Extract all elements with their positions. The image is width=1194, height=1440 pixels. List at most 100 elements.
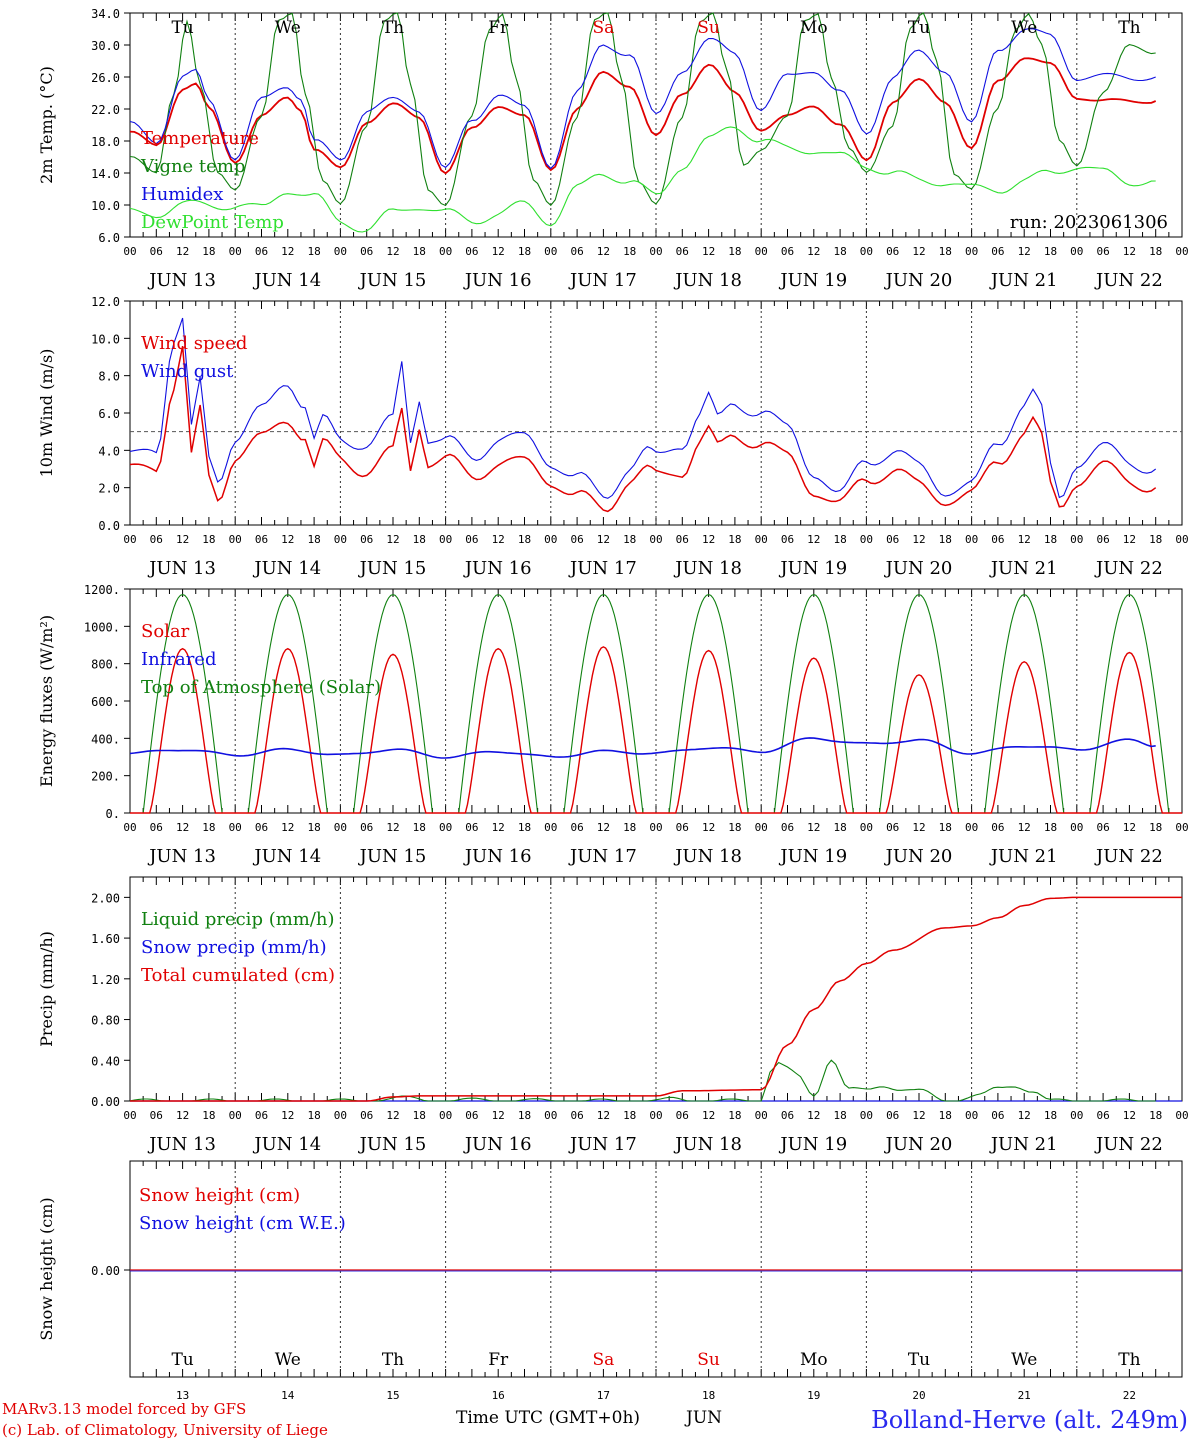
- y-tick-label: 0.00: [91, 1095, 120, 1109]
- y-tick-label: 1.20: [91, 973, 120, 987]
- x-hour-label: 18: [202, 533, 215, 546]
- y-axis-label: Snow height (cm): [37, 1197, 56, 1340]
- y-tick-label: 800.: [91, 658, 120, 672]
- y-tick-label: 600.: [91, 695, 120, 709]
- x-hour-label: 18: [1044, 821, 1057, 834]
- x-hour-label: 12: [807, 1109, 820, 1122]
- weekday-label-top: Fr: [488, 18, 509, 38]
- x-hour-label: 12: [702, 245, 715, 258]
- x-date-label: JUN 21: [989, 846, 1058, 867]
- x-hour-label: 00: [860, 245, 873, 258]
- x-hour-label: 06: [255, 1109, 268, 1122]
- x-hour-label: 12: [597, 1109, 610, 1122]
- y-tick-label: 6.0: [98, 407, 120, 421]
- x-date-label: JUN 16: [463, 558, 532, 579]
- x-hour-label: 12: [702, 533, 715, 546]
- x-hour-label: 18: [939, 533, 952, 546]
- x-hour-label: 00: [860, 1109, 873, 1122]
- x-date-label: JUN 14: [252, 558, 321, 579]
- x-hour-label: 00: [649, 245, 662, 258]
- x-hour-label: 12: [492, 533, 505, 546]
- x-date-label: JUN 20: [884, 558, 953, 579]
- series-dewpoint-temp: [129, 126, 1156, 233]
- x-hour-label: 18: [939, 1109, 952, 1122]
- x-hour-label: 00: [965, 821, 978, 834]
- y-axis-label: Precip (mm/h): [37, 931, 56, 1047]
- x-hour-label: 18: [413, 821, 426, 834]
- x-hour-label: 06: [465, 1109, 478, 1122]
- weekday-label-bottom: Fr: [488, 1350, 509, 1370]
- weekday-label-bottom: Sa: [593, 1350, 615, 1370]
- y-tick-label: 2.00: [91, 891, 120, 905]
- month-label: JUN: [684, 1408, 722, 1428]
- x-hour-label: 00: [649, 1109, 662, 1122]
- x-hour-label: 18: [1044, 533, 1057, 546]
- day-number-label: 18: [702, 1389, 715, 1402]
- x-hour-label: 06: [781, 533, 794, 546]
- legend-solar: Solar: [141, 621, 190, 642]
- x-date-label: JUN 13: [147, 270, 216, 291]
- y-axis-label: 2m Temp. (°C): [37, 66, 56, 184]
- x-hour-label: 00: [123, 821, 136, 834]
- x-hour-label: 06: [781, 1109, 794, 1122]
- x-hour-label: 00: [755, 533, 768, 546]
- x-date-label: JUN 16: [463, 270, 532, 291]
- weekday-label-top: Mo: [800, 18, 828, 38]
- x-date-label: JUN 22: [1094, 270, 1163, 291]
- x-date-label: JUN 19: [778, 558, 847, 579]
- x-hour-label: 00: [965, 533, 978, 546]
- x-hour-label: 18: [202, 821, 215, 834]
- y-tick-label: 22.0: [91, 103, 120, 117]
- x-hour-label: 06: [991, 821, 1004, 834]
- day-number-label: 17: [597, 1389, 610, 1402]
- x-date-label: JUN 18: [673, 558, 742, 579]
- legend-snow-height-cm: Snow height (cm): [139, 1185, 300, 1206]
- run-label: run: 2023061306: [1010, 212, 1168, 233]
- x-date-label: JUN 13: [147, 846, 216, 867]
- x-hour-label: 06: [991, 245, 1004, 258]
- y-axis-label: Energy fluxes (W/m²): [37, 615, 56, 787]
- x-hour-label: 18: [518, 533, 531, 546]
- x-hour-label: 06: [255, 533, 268, 546]
- x-hour-label: 00: [1070, 245, 1083, 258]
- x-hour-label: 12: [386, 533, 399, 546]
- x-hour-label: 00: [334, 245, 347, 258]
- x-hour-label: 00: [965, 245, 978, 258]
- y-tick-label: 0.80: [91, 1014, 120, 1028]
- x-hour-label: 18: [833, 821, 846, 834]
- weekday-label-top: Tu: [171, 18, 193, 38]
- x-hour-label: 18: [623, 533, 636, 546]
- x-hour-label: 18: [833, 245, 846, 258]
- x-hour-label: 12: [912, 533, 925, 546]
- x-hour-label: 06: [360, 533, 373, 546]
- x-hour-label: 00: [123, 245, 136, 258]
- x-hour-label: 18: [1149, 245, 1162, 258]
- x-hour-label: 00: [649, 533, 662, 546]
- x-hour-label: 18: [728, 1109, 741, 1122]
- x-hour-label: 06: [570, 245, 583, 258]
- x-hour-label: 12: [912, 245, 925, 258]
- x-date-label: JUN 21: [989, 270, 1058, 291]
- x-hour-label: 00: [544, 245, 557, 258]
- y-tick-label: 1200.: [84, 583, 120, 597]
- x-date-label: JUN 20: [884, 1134, 953, 1155]
- weekday-label-bottom: Th: [1118, 1350, 1140, 1370]
- y-axis-label: 10m Wind (m/s): [37, 349, 56, 478]
- x-hour-label: 12: [492, 821, 505, 834]
- x-hour-label: 18: [307, 1109, 320, 1122]
- x-hour-label: 12: [176, 1109, 189, 1122]
- x-hour-label: 12: [807, 821, 820, 834]
- x-date-label: JUN 14: [252, 846, 321, 867]
- x-hour-label: 00: [860, 533, 873, 546]
- y-tick-label: 34.0: [91, 7, 120, 21]
- series-wind-speed: [129, 345, 1157, 513]
- x-hour-label: 12: [702, 821, 715, 834]
- legend-infrared: Infrared: [141, 649, 216, 670]
- x-hour-label: 18: [1149, 533, 1162, 546]
- legend-liquid-precip-mm-h: Liquid precip (mm/h): [141, 909, 335, 930]
- y-tick-label: 10.0: [91, 332, 120, 346]
- x-hour-label: 18: [518, 245, 531, 258]
- y-tick-label: 200.: [91, 770, 120, 784]
- x-hour-label: 00: [755, 821, 768, 834]
